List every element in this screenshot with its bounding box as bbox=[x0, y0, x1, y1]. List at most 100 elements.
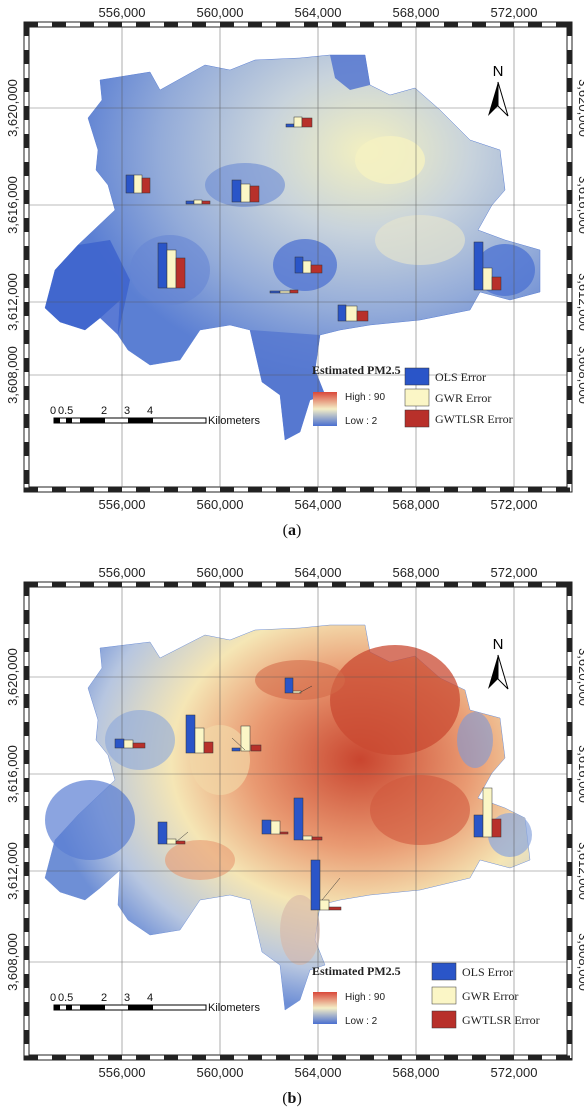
svg-text:564,000: 564,000 bbox=[295, 1065, 342, 1080]
svg-text:572,000: 572,000 bbox=[491, 497, 538, 512]
legend-item-gwtlsr: GWTLSR Error bbox=[435, 412, 513, 426]
scale-tick: 0 bbox=[50, 405, 56, 417]
svg-text:560,000: 560,000 bbox=[197, 1065, 244, 1080]
x-axis-bottom-b: 556,000 560,000 564,000 568,000 572,000 bbox=[99, 1065, 538, 1080]
legend-high: High : 90 bbox=[345, 392, 385, 403]
bar-group bbox=[294, 256, 323, 274]
scale-tick: 3 bbox=[124, 992, 130, 1004]
legend-low: Low : 2 bbox=[345, 1016, 378, 1027]
svg-text:3,612,000: 3,612,000 bbox=[5, 273, 20, 331]
x-axis-top-b: 556,000 560,000 564,000 568,000 572,000 bbox=[99, 565, 538, 580]
x-axis-bottom-a: 556,000 560,000 564,000 568,000 572,000 bbox=[99, 497, 538, 512]
bar-group bbox=[157, 242, 186, 289]
svg-text:3,612,000: 3,612,000 bbox=[576, 842, 584, 900]
bar-group bbox=[284, 677, 313, 694]
scale-tick: 2 bbox=[101, 992, 107, 1004]
svg-text:560,000: 560,000 bbox=[197, 497, 244, 512]
svg-text:3,616,000: 3,616,000 bbox=[5, 745, 20, 803]
svg-text:556,000: 556,000 bbox=[99, 565, 146, 580]
svg-text:572,000: 572,000 bbox=[491, 5, 538, 20]
svg-text:3,612,000: 3,612,000 bbox=[576, 273, 584, 331]
scale-tick: 2 bbox=[101, 405, 107, 417]
scale-tick: 0 bbox=[50, 992, 56, 1004]
error-bars-a bbox=[125, 116, 502, 322]
svg-text:3,608,000: 3,608,000 bbox=[5, 933, 20, 991]
legend-title: Estimated PM2.5 bbox=[312, 363, 401, 377]
svg-text:556,000: 556,000 bbox=[99, 5, 146, 20]
y-axis-right-b: 3,620,000 3,616,000 3,612,000 3,608,000 bbox=[576, 648, 584, 991]
y-axis-right-a: 3,620,000 3,616,000 3,612,000 3,608,000 bbox=[576, 79, 584, 404]
scale-bar-a: 0 0.5 2 3 4 Kilometers bbox=[50, 405, 260, 427]
svg-text:556,000: 556,000 bbox=[99, 497, 146, 512]
caption-b: (b) bbox=[282, 1090, 302, 1107]
svg-text:568,000: 568,000 bbox=[393, 5, 440, 20]
map-panel-b: N Estimated PM2.5 High : 90 Low : 2 OLS … bbox=[0, 560, 584, 1113]
bar-group bbox=[473, 787, 502, 838]
bar-group bbox=[473, 241, 502, 291]
svg-text:3,616,000: 3,616,000 bbox=[5, 176, 20, 234]
legend-b: Estimated PM2.5 High : 90 Low : 2 OLS Er… bbox=[312, 962, 540, 1029]
bar-group bbox=[285, 116, 313, 128]
scale-tick: 0.5 bbox=[58, 992, 73, 1004]
svg-text:560,000: 560,000 bbox=[197, 565, 244, 580]
caption-a: (a) bbox=[282, 522, 302, 539]
svg-text:560,000: 560,000 bbox=[197, 5, 244, 20]
bar-group bbox=[261, 819, 289, 835]
legend-a: Estimated PM2.5 High : 90 Low : 2 OLS Er… bbox=[312, 363, 513, 428]
scale-tick: 4 bbox=[147, 992, 153, 1004]
svg-text:564,000: 564,000 bbox=[295, 565, 342, 580]
bar-group bbox=[114, 738, 146, 749]
map-panel-a: N Estimated PM2.5 High : 90 Low : 2 OLS … bbox=[0, 0, 584, 545]
map-a-svg: N Estimated PM2.5 High : 90 Low : 2 OLS … bbox=[5, 5, 584, 512]
bar-group bbox=[125, 174, 151, 194]
north-arrow-icon: N bbox=[488, 63, 509, 117]
legend-item-ols: OLS Error bbox=[462, 965, 513, 979]
north-label: N bbox=[493, 63, 504, 80]
bar-group bbox=[337, 304, 369, 322]
svg-text:3,608,000: 3,608,000 bbox=[576, 933, 584, 991]
scale-tick: 3 bbox=[124, 405, 130, 417]
svg-text:3,620,000: 3,620,000 bbox=[576, 79, 584, 137]
legend-gradient bbox=[313, 992, 337, 1024]
svg-text:3,616,000: 3,616,000 bbox=[576, 176, 584, 234]
north-arrow-icon: N bbox=[488, 636, 509, 690]
svg-text:3,608,000: 3,608,000 bbox=[5, 346, 20, 404]
svg-text:3,608,000: 3,608,000 bbox=[576, 346, 584, 404]
legend-item-gwr: GWR Error bbox=[435, 391, 491, 405]
y-axis-left-b: 3,620,000 3,616,000 3,612,000 3,608,000 bbox=[5, 648, 20, 991]
svg-text:568,000: 568,000 bbox=[393, 565, 440, 580]
legend-gradient bbox=[313, 392, 337, 426]
svg-text:3,620,000: 3,620,000 bbox=[576, 648, 584, 706]
bar-group bbox=[231, 725, 262, 752]
svg-text:564,000: 564,000 bbox=[295, 497, 342, 512]
bar-group bbox=[310, 859, 342, 911]
svg-text:572,000: 572,000 bbox=[491, 565, 538, 580]
y-axis-left-a: 3,620,000 3,616,000 3,612,000 3,608,000 bbox=[5, 79, 20, 404]
svg-text:3,612,000: 3,612,000 bbox=[5, 842, 20, 900]
scale-tick: 0.5 bbox=[58, 405, 73, 417]
north-label: N bbox=[493, 636, 504, 653]
svg-text:3,616,000: 3,616,000 bbox=[576, 745, 584, 803]
map-b-svg: N Estimated PM2.5 High : 90 Low : 2 OLS … bbox=[5, 565, 584, 1080]
svg-text:556,000: 556,000 bbox=[99, 1065, 146, 1080]
scale-unit: Kilometers bbox=[208, 415, 260, 427]
scale-unit: Kilometers bbox=[208, 1002, 260, 1014]
scale-bar-b: 0 0.5 2 3 4 Kilometers bbox=[50, 992, 260, 1014]
scale-tick: 4 bbox=[147, 405, 153, 417]
bar-group bbox=[185, 199, 211, 205]
x-axis-top-a: 556,000 560,000 564,000 568,000 572,000 bbox=[99, 5, 538, 20]
svg-text:572,000: 572,000 bbox=[491, 1065, 538, 1080]
svg-text:568,000: 568,000 bbox=[393, 497, 440, 512]
svg-text:568,000: 568,000 bbox=[393, 1065, 440, 1080]
bar-group bbox=[185, 714, 214, 754]
legend-item-gwtlsr: GWTLSR Error bbox=[462, 1013, 540, 1027]
legend-title: Estimated PM2.5 bbox=[312, 964, 401, 978]
error-bars-b bbox=[114, 677, 502, 911]
bar-group bbox=[157, 821, 189, 845]
legend-item-gwr: GWR Error bbox=[462, 989, 518, 1003]
legend-item-ols: OLS Error bbox=[435, 370, 486, 384]
bar-group bbox=[269, 289, 299, 294]
svg-text:3,620,000: 3,620,000 bbox=[5, 79, 20, 137]
legend-high: High : 90 bbox=[345, 992, 385, 1003]
svg-text:3,620,000: 3,620,000 bbox=[5, 648, 20, 706]
